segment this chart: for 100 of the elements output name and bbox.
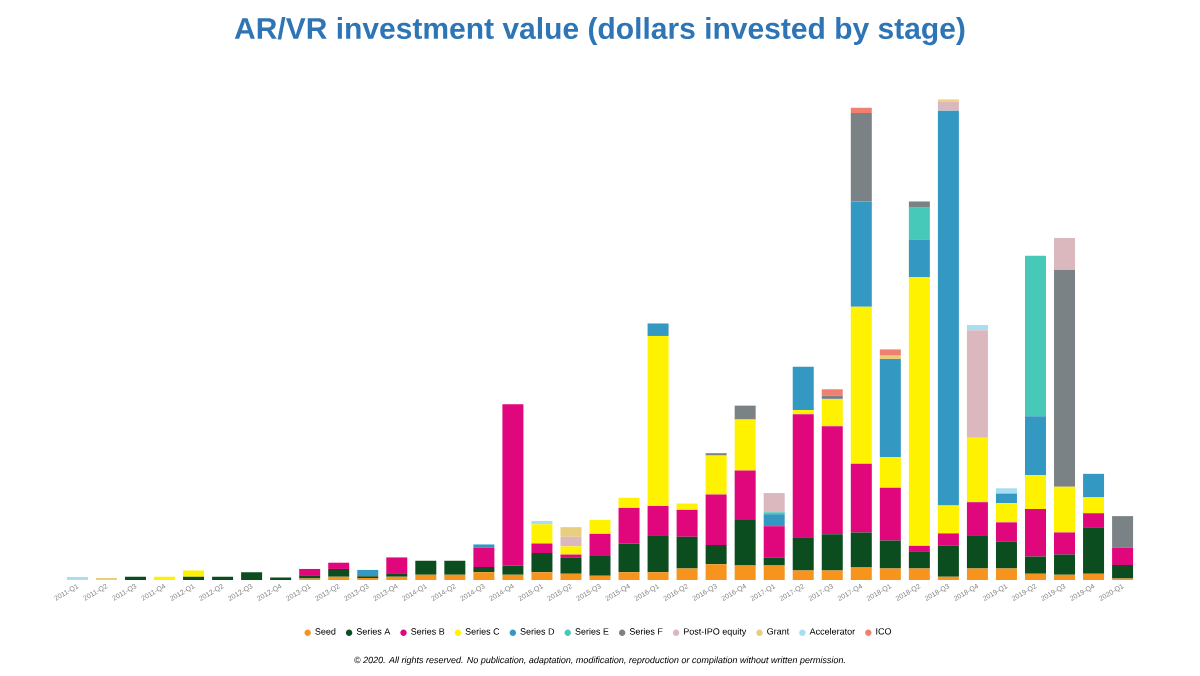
bar <box>328 562 350 569</box>
bar <box>560 527 582 537</box>
bar <box>1025 556 1046 574</box>
bar <box>937 505 959 534</box>
bar <box>531 543 553 554</box>
bar <box>705 455 727 495</box>
bar <box>1054 532 1076 555</box>
bar <box>589 533 611 556</box>
bar <box>879 359 901 458</box>
bar <box>647 535 669 573</box>
bar <box>763 526 785 558</box>
bar <box>1054 237 1076 270</box>
bar <box>821 534 843 571</box>
bar <box>357 569 379 577</box>
bar <box>589 519 611 534</box>
bar <box>415 574 437 581</box>
bar <box>531 524 553 544</box>
bar <box>705 544 727 565</box>
bar <box>792 414 814 538</box>
bar <box>1025 255 1046 417</box>
bar <box>937 110 959 506</box>
bar <box>966 502 988 536</box>
bar <box>676 503 698 510</box>
bar <box>908 201 930 208</box>
bar <box>734 565 756 581</box>
bar <box>444 560 466 575</box>
bar <box>792 366 814 410</box>
bar <box>966 535 988 569</box>
bar <box>1025 573 1046 581</box>
bar <box>502 404 524 566</box>
bar <box>792 570 814 581</box>
bar <box>647 572 669 581</box>
chart-title: AR/VR investment value (dollars invested by stage) <box>234 17 965 46</box>
bar <box>850 463 872 533</box>
bar <box>995 488 1017 494</box>
bar <box>908 545 930 552</box>
bar <box>1083 513 1105 528</box>
bar <box>792 409 814 415</box>
bar <box>1112 565 1134 579</box>
bar <box>879 457 901 488</box>
bar <box>850 567 872 581</box>
bar <box>618 507 640 544</box>
bar <box>763 514 785 527</box>
bar <box>502 574 524 581</box>
bar <box>676 509 698 537</box>
bar <box>763 557 785 566</box>
bar <box>473 572 495 581</box>
bar <box>908 277 930 546</box>
bar <box>618 543 640 573</box>
bar <box>618 572 640 581</box>
bar <box>879 568 901 581</box>
bar <box>850 306 872 464</box>
bar <box>850 201 872 307</box>
bar <box>531 572 553 581</box>
bar <box>1112 547 1134 566</box>
bar <box>589 555 611 576</box>
bar <box>1025 475 1046 509</box>
bar <box>1083 473 1105 498</box>
bar <box>241 572 263 581</box>
bar <box>995 568 1017 581</box>
bar <box>908 551 930 569</box>
bar <box>937 101 959 111</box>
bar <box>879 487 901 541</box>
bar <box>821 398 843 427</box>
bar <box>966 324 988 331</box>
bar <box>995 503 1017 523</box>
bar <box>1083 573 1105 581</box>
bar <box>473 547 495 568</box>
bar <box>560 546 582 555</box>
bar <box>618 497 640 508</box>
bar <box>1054 554 1076 575</box>
bar <box>734 519 756 566</box>
bar <box>1112 516 1134 548</box>
bar <box>705 494 727 545</box>
bar <box>821 389 843 396</box>
bar <box>966 568 988 581</box>
bar <box>879 540 901 569</box>
bar <box>734 419 756 471</box>
bar <box>386 557 408 574</box>
bar <box>908 207 930 240</box>
bar <box>1054 574 1076 581</box>
bar <box>763 565 785 581</box>
bar <box>821 570 843 581</box>
bar <box>850 107 872 114</box>
bar <box>763 493 785 513</box>
bar <box>995 493 1017 504</box>
bar <box>966 330 988 438</box>
bar <box>647 506 669 536</box>
bar <box>705 564 727 581</box>
bar <box>531 553 553 573</box>
bar <box>734 405 756 420</box>
bar <box>647 323 669 336</box>
bar <box>328 568 350 577</box>
bar <box>1025 508 1046 557</box>
bar <box>937 533 959 546</box>
bar <box>560 557 582 574</box>
bar <box>1054 486 1076 533</box>
bar <box>734 470 756 520</box>
bar <box>792 537 814 571</box>
bar <box>995 541 1017 569</box>
